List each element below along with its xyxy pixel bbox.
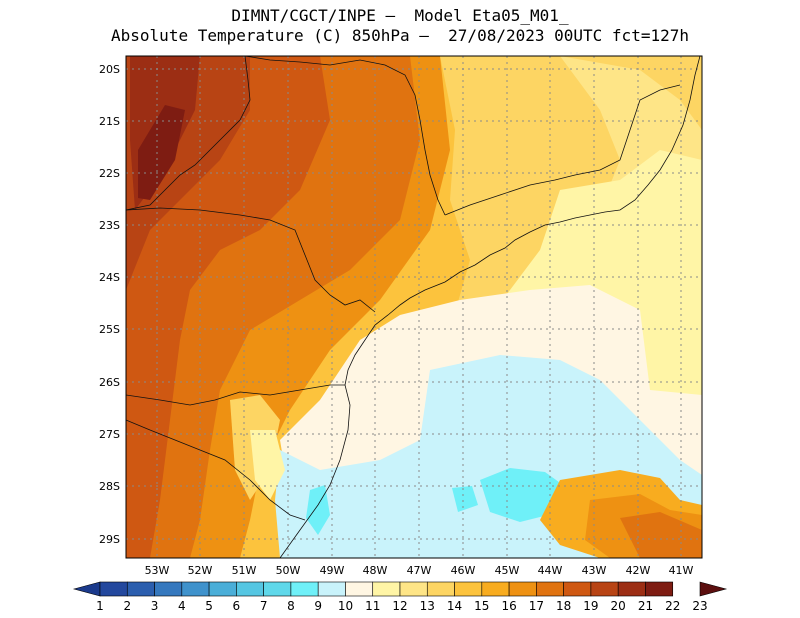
colorbar-segment	[645, 581, 674, 597]
colorbar-segment	[563, 581, 592, 597]
lat-label: 21S	[99, 115, 120, 128]
state-border-sc-rs	[126, 419, 306, 521]
lon-label: 45W	[495, 564, 520, 577]
lon-label: 52W	[188, 564, 213, 577]
colorbar-label: 22	[665, 599, 680, 613]
state-border-mg-rj-es	[444, 84, 681, 216]
colorbar-label: 12	[392, 599, 407, 613]
state-border-pr-sc	[126, 384, 345, 406]
lat-label: 22S	[99, 167, 120, 180]
lat-label: 28S	[99, 480, 120, 493]
map-title-line-1: DIMNT/CGCT/INPE – Model Eta05_M01_	[231, 6, 569, 25]
field-13-south	[250, 430, 285, 500]
field-9-b	[452, 486, 478, 512]
colorbar-segment	[181, 581, 210, 597]
colorbar-label: 3	[151, 599, 159, 613]
lat-label: 25S	[99, 323, 120, 336]
colorbar-segment	[126, 581, 155, 597]
lat-label: 29S	[99, 533, 120, 546]
colorbar-label: 17	[529, 599, 544, 613]
colorbar-segment	[426, 581, 455, 597]
colorbar-segment	[536, 581, 564, 597]
grid-lines	[126, 56, 702, 558]
colorbar-segment	[345, 581, 374, 597]
colorbar-segment	[290, 581, 319, 597]
colorbar-label: 5	[205, 599, 213, 613]
lon-label: 49W	[320, 564, 345, 577]
latitude-labels: 20S 21S 22S 23S 24S 25S 26S 27S 28S 29S	[99, 63, 120, 546]
map-title-line-2: Absolute Temperature (C) 850hPa – 27/08/…	[111, 26, 689, 45]
colorbar-label: 8	[287, 599, 295, 613]
colorbar-segment	[508, 581, 537, 597]
lon-label: 48W	[363, 564, 388, 577]
lat-label: 24S	[99, 271, 120, 284]
lon-label: 44W	[538, 564, 563, 577]
map-frame	[125, 55, 703, 559]
colorbar-label: 16	[501, 599, 516, 613]
colorbar-label: 23	[692, 599, 707, 613]
colorbar-segment	[99, 581, 128, 597]
lon-label: 53W	[145, 564, 170, 577]
colorbar-label: 2	[123, 599, 131, 613]
lat-label: 27S	[99, 428, 120, 441]
colorbar-label: 10	[338, 599, 353, 613]
colorbar-label: 4	[178, 599, 186, 613]
longitude-labels: 53W 52W 51W 50W 49W 48W 47W 46W 45W 44W …	[145, 564, 694, 577]
colorbar-segment	[236, 581, 264, 597]
colorbar-label: 18	[556, 599, 571, 613]
field-22	[138, 105, 185, 200]
colorbar-label: 15	[474, 599, 489, 613]
colorbar-label: 6	[233, 599, 241, 613]
colorbar-label: 13	[420, 599, 435, 613]
colorbar-segment	[590, 581, 619, 597]
lon-label: 41W	[669, 564, 694, 577]
colorbar-segment	[481, 581, 510, 597]
lat-label: 26S	[99, 376, 120, 389]
colorbar-label: 1	[96, 599, 104, 613]
lat-label: 20S	[99, 63, 120, 76]
coastline	[279, 56, 701, 558]
state-border-ms-sp	[126, 56, 251, 211]
lon-label: 43W	[582, 564, 607, 577]
colorbar-segment	[399, 581, 428, 597]
colorbar-segment	[372, 581, 401, 597]
borders	[126, 56, 701, 558]
colorbar-segment	[263, 581, 292, 597]
lat-label: 23S	[99, 219, 120, 232]
colorbar-arrow-left	[72, 581, 101, 597]
colorbar-arrow-right	[699, 581, 728, 597]
field-9-c	[306, 485, 330, 535]
state-border-sp-mg	[244, 56, 446, 216]
colorbar-segment	[617, 581, 646, 597]
colorbar-label: 20	[611, 599, 626, 613]
lon-label: 51W	[232, 564, 257, 577]
colorbar-label: 19	[583, 599, 598, 613]
colorbar-label: 21	[638, 599, 653, 613]
colorbar-segment	[454, 581, 483, 597]
lon-label: 50W	[276, 564, 301, 577]
temperature-field	[126, 56, 702, 558]
field-18-southeast	[620, 512, 702, 558]
state-border-pr-sp	[126, 207, 376, 313]
colorbar-label: 14	[447, 599, 462, 613]
lon-label: 42W	[626, 564, 651, 577]
colorbar-segment	[208, 581, 237, 597]
lon-label: 46W	[451, 564, 476, 577]
colorbar-label: 7	[260, 599, 268, 613]
colorbar: 1 2 3 4 5 6 7 8 9 10 11 12 13 14 15 16 17 18 19 20 21 22 23	[72, 581, 728, 613]
colorbar-segment	[317, 581, 346, 597]
colorbar-label: 9	[314, 599, 322, 613]
lon-label: 47W	[407, 564, 432, 577]
colorbar-label: 11	[365, 599, 380, 613]
colorbar-segment	[154, 581, 183, 597]
